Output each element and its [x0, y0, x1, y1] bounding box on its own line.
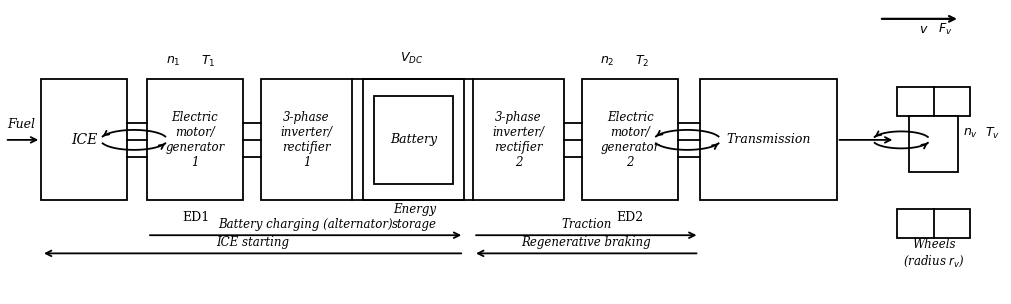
Text: $n_1$: $n_1$	[166, 55, 180, 68]
Text: $T_2$: $T_2$	[635, 54, 649, 69]
Text: Fuel: Fuel	[7, 118, 35, 131]
FancyBboxPatch shape	[261, 79, 352, 200]
Text: ICE: ICE	[71, 133, 97, 147]
Text: 3-phase
inverter/
rectifier
2: 3-phase inverter/ rectifier 2	[492, 111, 545, 169]
FancyBboxPatch shape	[41, 79, 127, 200]
Text: ED1: ED1	[182, 211, 209, 223]
Text: 3-phase
inverter/
rectifier
1: 3-phase inverter/ rectifier 1	[281, 111, 333, 169]
Text: $V_{DC}$: $V_{DC}$	[400, 51, 424, 66]
Text: $v$: $v$	[919, 23, 929, 36]
FancyBboxPatch shape	[909, 116, 957, 172]
FancyBboxPatch shape	[897, 209, 970, 238]
Text: Transmission: Transmission	[726, 133, 811, 147]
Text: Battery: Battery	[390, 133, 437, 147]
Text: $T_1$: $T_1$	[200, 54, 215, 69]
Text: $T_v$: $T_v$	[985, 126, 1000, 141]
FancyBboxPatch shape	[582, 79, 678, 200]
Text: $n_2$: $n_2$	[600, 55, 615, 68]
FancyBboxPatch shape	[374, 96, 453, 184]
Text: ED2: ED2	[616, 211, 643, 223]
FancyBboxPatch shape	[147, 79, 243, 200]
Text: Electric
motor/
generator
2: Electric motor/ generator 2	[601, 111, 660, 169]
Text: Wheels
(radius $r_v$): Wheels (radius $r_v$)	[903, 238, 964, 269]
FancyBboxPatch shape	[363, 79, 464, 200]
FancyBboxPatch shape	[701, 79, 837, 200]
Text: $n_v$: $n_v$	[962, 127, 978, 140]
Text: Regenerative braking: Regenerative braking	[522, 237, 651, 250]
Text: Traction: Traction	[561, 218, 612, 231]
FancyBboxPatch shape	[897, 87, 970, 116]
Text: Energy
storage: Energy storage	[392, 203, 437, 231]
Text: $F_v$: $F_v$	[937, 22, 952, 37]
Text: Electric
motor/
generator
1: Electric motor/ generator 1	[166, 111, 224, 169]
Text: ICE starting: ICE starting	[216, 237, 289, 250]
FancyBboxPatch shape	[473, 79, 564, 200]
Text: Battery charging (alternator): Battery charging (alternator)	[218, 218, 393, 231]
